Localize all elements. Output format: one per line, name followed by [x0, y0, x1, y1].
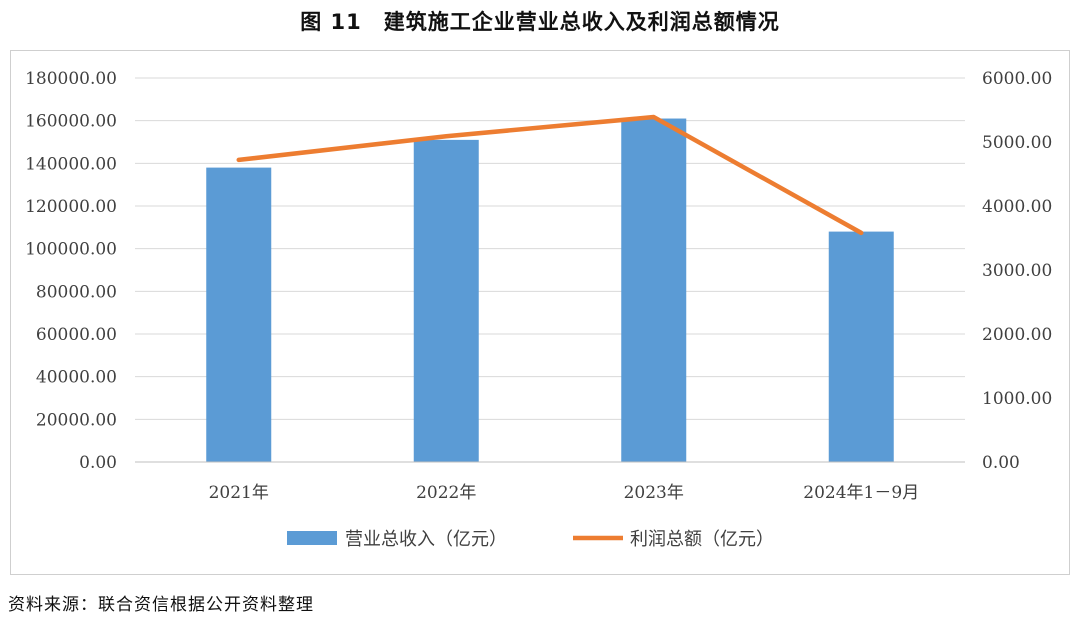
- chart-frame: [10, 50, 1070, 575]
- chart-title: 图 11 建筑施工企业营业总收入及利润总额情况: [300, 10, 780, 34]
- bar: [206, 167, 272, 462]
- right-axis-ticks: 0.00 1000.00 2000.00 3000.00 4000.00 5000.00 6…: [982, 69, 1052, 473]
- right-tick-label: 1000.00: [982, 389, 1052, 409]
- x-tick-label: 2023年: [624, 483, 684, 503]
- right-tick-label: 0.00: [982, 453, 1020, 473]
- bar-series: [206, 118, 894, 463]
- series-line: [236, 114, 864, 236]
- left-tick-label: 140000.00: [25, 154, 117, 174]
- left-tick-label: 180000.00: [25, 69, 117, 89]
- right-tick-label: 6000.00: [982, 69, 1052, 89]
- x-tick-label: 2024年1－9月: [803, 483, 919, 503]
- bar: [621, 118, 687, 463]
- right-tick-label: 2000.00: [982, 325, 1052, 345]
- left-tick-label: 100000.00: [25, 240, 117, 260]
- bar: [413, 139, 479, 462]
- left-tick-label: 80000.00: [36, 282, 117, 302]
- right-tick-label: 3000.00: [982, 261, 1052, 281]
- left-axis-ticks: 0.00 20000.00 40000.00 60000.00 80000.00 1000…: [25, 69, 117, 473]
- left-tick-label: 60000.00: [36, 325, 117, 345]
- x-axis: 2021年 2022年 2023年 2024年1－9月: [135, 461, 965, 503]
- left-tick-label: 120000.00: [25, 197, 117, 217]
- left-tick-label: 20000.00: [36, 410, 117, 430]
- bar: [828, 231, 894, 462]
- source-note: 资料来源：联合资信根据公开资料整理: [8, 595, 314, 615]
- legend-label: 利润总额（亿元）: [630, 529, 774, 550]
- legend-label: 营业总收入（亿元）: [345, 529, 507, 550]
- x-tick-label: 2022年: [416, 483, 476, 503]
- legend-swatch-bar: [287, 531, 337, 545]
- left-tick-label: 40000.00: [36, 368, 117, 388]
- right-tick-label: 5000.00: [982, 133, 1052, 153]
- legend: 营业总收入（亿元） 利润总额（亿元）: [287, 529, 774, 550]
- right-tick-label: 4000.00: [982, 197, 1052, 217]
- line-series: [236, 114, 864, 236]
- left-tick-label: 160000.00: [25, 112, 117, 132]
- x-tick-label: 2021年: [209, 483, 269, 503]
- left-tick-label: 0.00: [79, 453, 117, 473]
